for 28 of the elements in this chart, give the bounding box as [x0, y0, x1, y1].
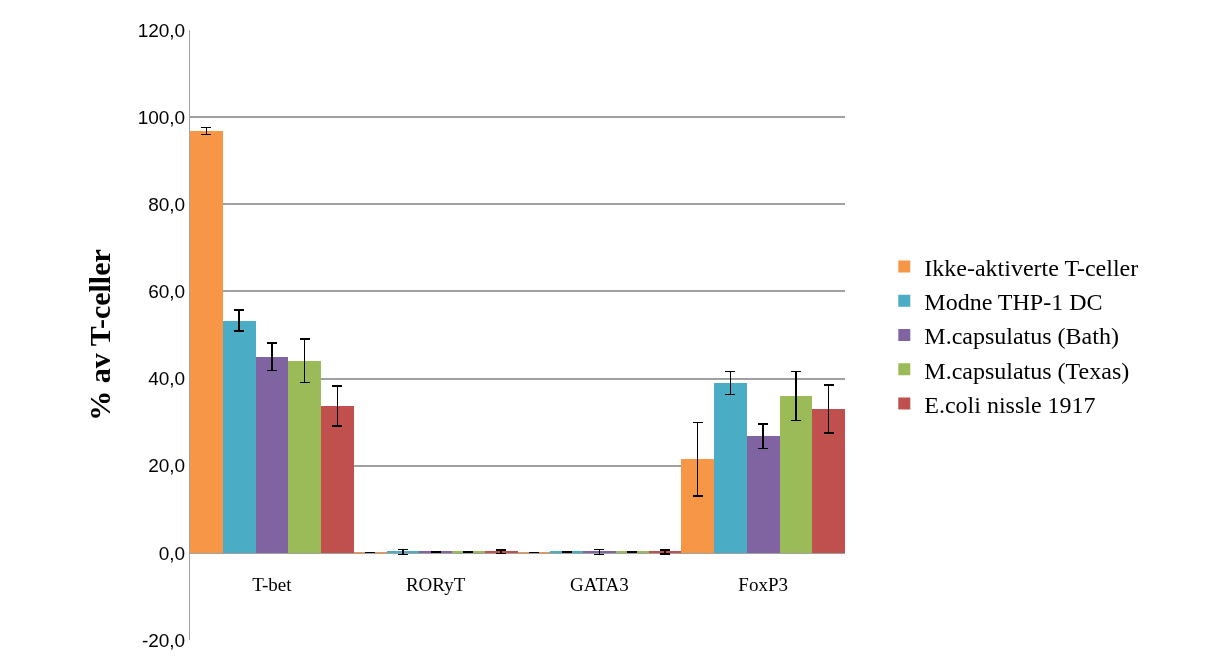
y-tick-label: 100,0 [137, 106, 186, 128]
x-tick-label: T-bet [252, 573, 293, 595]
legend-label: M.capsulatus (Bath) [924, 323, 1119, 350]
y-axis-title: % av T-celler [82, 249, 116, 421]
legend-label: E.coli nissle 1917 [924, 391, 1096, 418]
bar [321, 406, 354, 553]
x-tick-label: RORyT [405, 573, 466, 595]
y-tick-label: 40,0 [148, 368, 186, 390]
bar [223, 321, 256, 553]
y-tick-label: 60,0 [148, 281, 186, 303]
bar [681, 459, 714, 553]
y-tick-label: -20,0 [141, 629, 186, 651]
y-tick-label: 80,0 [148, 193, 186, 215]
y-tick-label: 20,0 [148, 455, 186, 477]
legend-label: Modne THP-1 DC [924, 289, 1103, 316]
legend-label: Ikke-aktiverte T-celler [924, 254, 1139, 281]
bar [747, 436, 780, 553]
y-tick-label: 0,0 [158, 542, 186, 564]
legend-label: M.capsulatus (Texas) [924, 357, 1130, 384]
x-tick-label: GATA3 [570, 573, 629, 595]
bar [812, 409, 845, 553]
bar [780, 396, 812, 553]
x-tick-label: FoxP3 [738, 573, 788, 595]
bar [256, 357, 288, 553]
bar [714, 383, 747, 553]
bar [288, 361, 321, 553]
y-tick-label: 120,0 [137, 19, 186, 41]
bar [190, 131, 223, 553]
